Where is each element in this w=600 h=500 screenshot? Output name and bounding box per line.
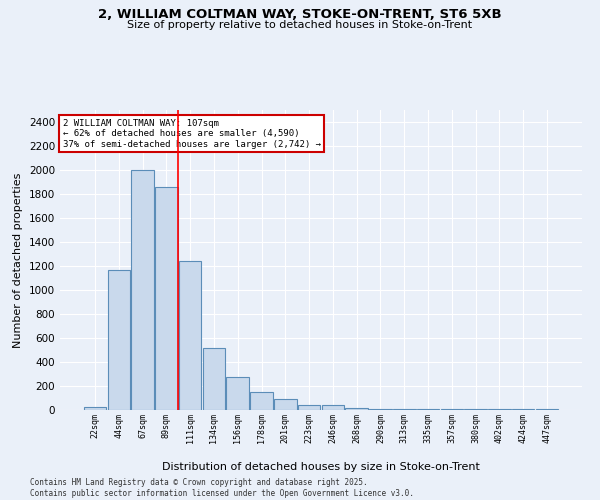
- Bar: [203, 348, 225, 410]
- Text: 2, WILLIAM COLTMAN WAY, STOKE-ON-TRENT, ST6 5XB: 2, WILLIAM COLTMAN WAY, STOKE-ON-TRENT, …: [98, 8, 502, 20]
- Bar: [298, 405, 320, 410]
- Bar: [107, 270, 130, 410]
- Text: Contains HM Land Registry data © Crown copyright and database right 2025.
Contai: Contains HM Land Registry data © Crown c…: [30, 478, 414, 498]
- Bar: [131, 170, 154, 410]
- Text: Size of property relative to detached houses in Stoke-on-Trent: Size of property relative to detached ho…: [127, 20, 473, 30]
- Y-axis label: Number of detached properties: Number of detached properties: [13, 172, 23, 348]
- Bar: [226, 377, 249, 410]
- Bar: [322, 405, 344, 410]
- Bar: [393, 409, 416, 410]
- Bar: [179, 261, 202, 410]
- Bar: [155, 187, 178, 410]
- Bar: [346, 408, 368, 410]
- Bar: [84, 408, 106, 410]
- Text: Distribution of detached houses by size in Stoke-on-Trent: Distribution of detached houses by size …: [162, 462, 480, 472]
- Text: 2 WILLIAM COLTMAN WAY: 107sqm
← 62% of detached houses are smaller (4,590)
37% o: 2 WILLIAM COLTMAN WAY: 107sqm ← 62% of d…: [62, 119, 320, 149]
- Bar: [369, 409, 392, 410]
- Bar: [250, 392, 273, 410]
- Bar: [274, 399, 296, 410]
